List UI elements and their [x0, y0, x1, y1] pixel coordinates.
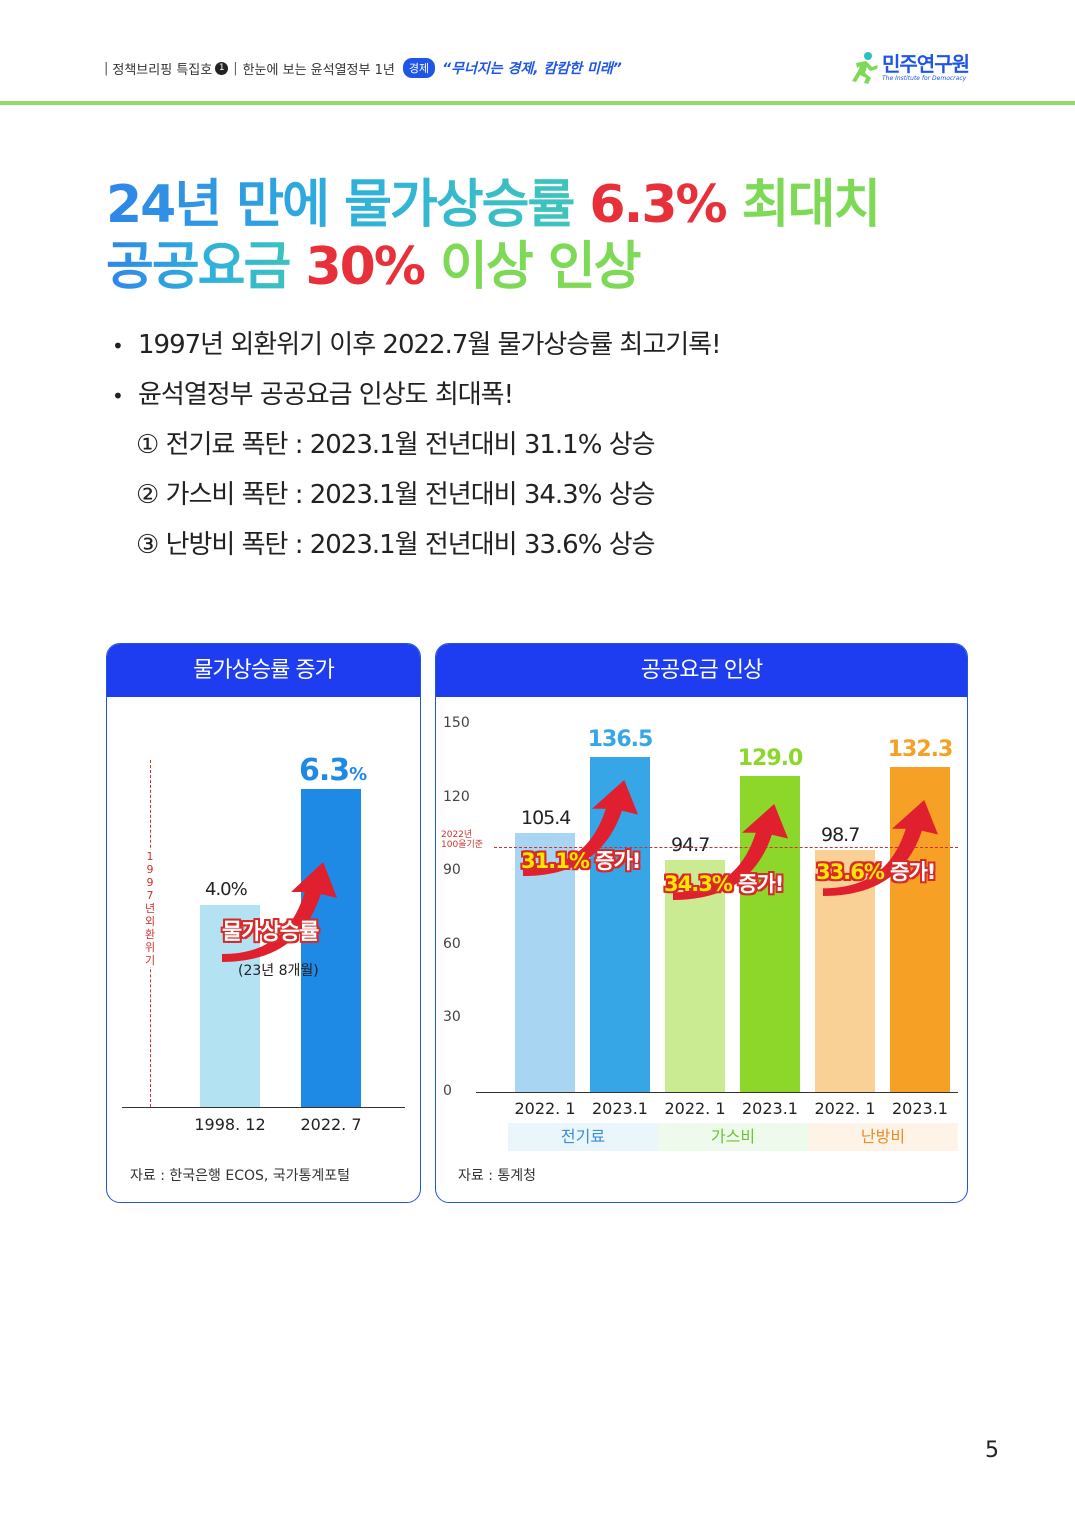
logo: 민주연구원 The Institute for Democracy [852, 48, 977, 88]
title-2c: 이상 인상 [423, 237, 641, 297]
data-label: 94.7 [671, 833, 710, 856]
data-label: 98.7 [821, 823, 860, 846]
header-sep: | [233, 60, 238, 76]
inflation-source: 자료 : 한국은행 ECOS, 국가통계포털 [130, 1168, 351, 1184]
y-tick-label: 150 [443, 715, 470, 731]
utility-panel-title: 공공요금 인상 [436, 644, 967, 697]
inflation-panel: 물가상승률 증가 [106, 643, 421, 1203]
increase-pct: 34.3% [664, 872, 733, 896]
logo-text: 민주연구원 The Institute for Democracy [882, 52, 970, 83]
bullet-item: • 윤석열정부 공공요금 인상도 최대폭! [112, 372, 721, 422]
increase-label: 34.3% 증가! [664, 868, 784, 898]
reference-line [494, 846, 958, 848]
bar [301, 789, 361, 1107]
x-tick-label: 2023.1 [892, 1099, 948, 1118]
data-label-unit: % [349, 764, 367, 785]
sub-item: ① 전기료 폭탄 : 2023.1월 전년대비 31.1% 상승 [136, 430, 656, 460]
sub-item: ③ 난방비 폭탄 : 2023.1월 전년대비 33.6% 상승 [136, 530, 656, 560]
utility-source: 자료 : 통계청 [458, 1168, 537, 1184]
bar [200, 905, 260, 1107]
x-axis-line [476, 1092, 958, 1093]
increase-pct: 31.1% [521, 849, 590, 873]
y-tick-label: 90 [443, 862, 461, 879]
increase-word: 증가! [588, 849, 641, 873]
x-tick-label: 2022. 7 [300, 1115, 362, 1134]
title-1c: 최대치 [725, 175, 882, 235]
header-quote: “무너지는 경제, 캄캄한 미래” [442, 61, 622, 77]
title-2b: 30% [305, 237, 425, 297]
x-tick-label: 2022. 1 [664, 1099, 726, 1118]
y-tick-label: 0 [443, 1083, 452, 1099]
title-1b: 6.3% [589, 175, 727, 235]
y-tick-label: 120 [443, 788, 470, 805]
data-label: 4.0% [205, 879, 248, 901]
issue-number: 1 [215, 61, 229, 75]
increase-arrow-icon [523, 780, 638, 876]
reference-label: 100을기준 [441, 839, 484, 850]
x-tick-label: 2023.1 [592, 1099, 648, 1118]
data-label: 105.4 [521, 807, 571, 830]
bar [515, 833, 575, 1092]
x-tick-label: 2022. 1 [814, 1099, 876, 1118]
x-tick-label: 2023.1 [742, 1099, 798, 1118]
logo-name: 민주연구원 [882, 52, 970, 76]
increase-arrow-icon [673, 804, 788, 900]
bullet-dot: • [112, 334, 124, 358]
group-label: 가스비 [658, 1123, 808, 1151]
data-label: 132.3 [887, 737, 954, 763]
x-tick-label: 2022. 1 [514, 1099, 576, 1118]
logo-sub: The Institute for Democracy [882, 75, 967, 82]
increase-pct: 33.6% [816, 860, 885, 884]
increase-label: 31.1% 증가! [521, 845, 641, 875]
bullet-list: • 1997년 외환위기 이후 2022.7월 물가상승률 최고기록! • 윤석열정… [112, 322, 722, 572]
data-label: 129.0 [737, 745, 804, 771]
crisis-marker-label: 1997년 외환위기 [144, 850, 156, 967]
title-line-1: 24년 만에 물가상승률 6.3% 최대치 [106, 174, 882, 236]
inflation-panel-title: 물가상승률 증가 [107, 644, 420, 697]
x-tick-label: 1998. 12 [194, 1115, 266, 1134]
data-label: 6.3% [299, 753, 367, 788]
increase-word: 증가! [883, 860, 936, 884]
header-pipe: | [104, 60, 109, 76]
data-label: 136.5 [587, 727, 654, 753]
increase-word: 증가! [731, 872, 784, 896]
category-badge: 경제 [402, 58, 436, 78]
x-axis-line [122, 1107, 405, 1108]
title-1a: 24년 만에 물가상승률 [106, 175, 590, 235]
title-line-2: 공공요금 30% 이상 인상 [106, 236, 642, 298]
header-subtitle: 한눈에 보는 윤석열정부 1년 [242, 62, 395, 78]
group-label: 전기료 [508, 1123, 658, 1151]
annotation-label: 물가상승률 [222, 920, 319, 945]
logo-mark-icon [852, 52, 878, 84]
title-2a: 공공요금 [106, 237, 306, 297]
bullet-text: 윤석열정부 공공요금 인상도 최대폭! [138, 380, 514, 410]
increase-arrow-icon [222, 862, 337, 962]
reference-label: 2022년 [441, 829, 473, 840]
header-bar: | 정책브리핑 특집호 1 | 한눈에 보는 윤석열정부 1년 경제 “무너지는… [104, 56, 622, 80]
bullet-dot: • [112, 384, 124, 408]
y-tick-label: 30 [443, 1009, 461, 1026]
increase-label: 33.6% 증가! [816, 856, 936, 886]
bullet-item: • 1997년 외환위기 이후 2022.7월 물가상승률 최고기록! [112, 322, 722, 372]
increase-arrow-icon [823, 800, 938, 896]
y-tick-label: 60 [443, 935, 461, 952]
group-label: 난방비 [808, 1123, 958, 1151]
page-number: 5 [985, 1438, 999, 1463]
bullet-text: 1997년 외환위기 이후 2022.7월 물가상승률 최고기록! [138, 330, 722, 360]
annotation-sub: (23년 8개월) [238, 963, 319, 979]
header-divider [0, 101, 1075, 105]
sub-item: ② 가스비 폭탄 : 2023.1월 전년대비 34.3% 상승 [136, 480, 656, 510]
header-series: 정책브리핑 특집호 [112, 62, 213, 78]
